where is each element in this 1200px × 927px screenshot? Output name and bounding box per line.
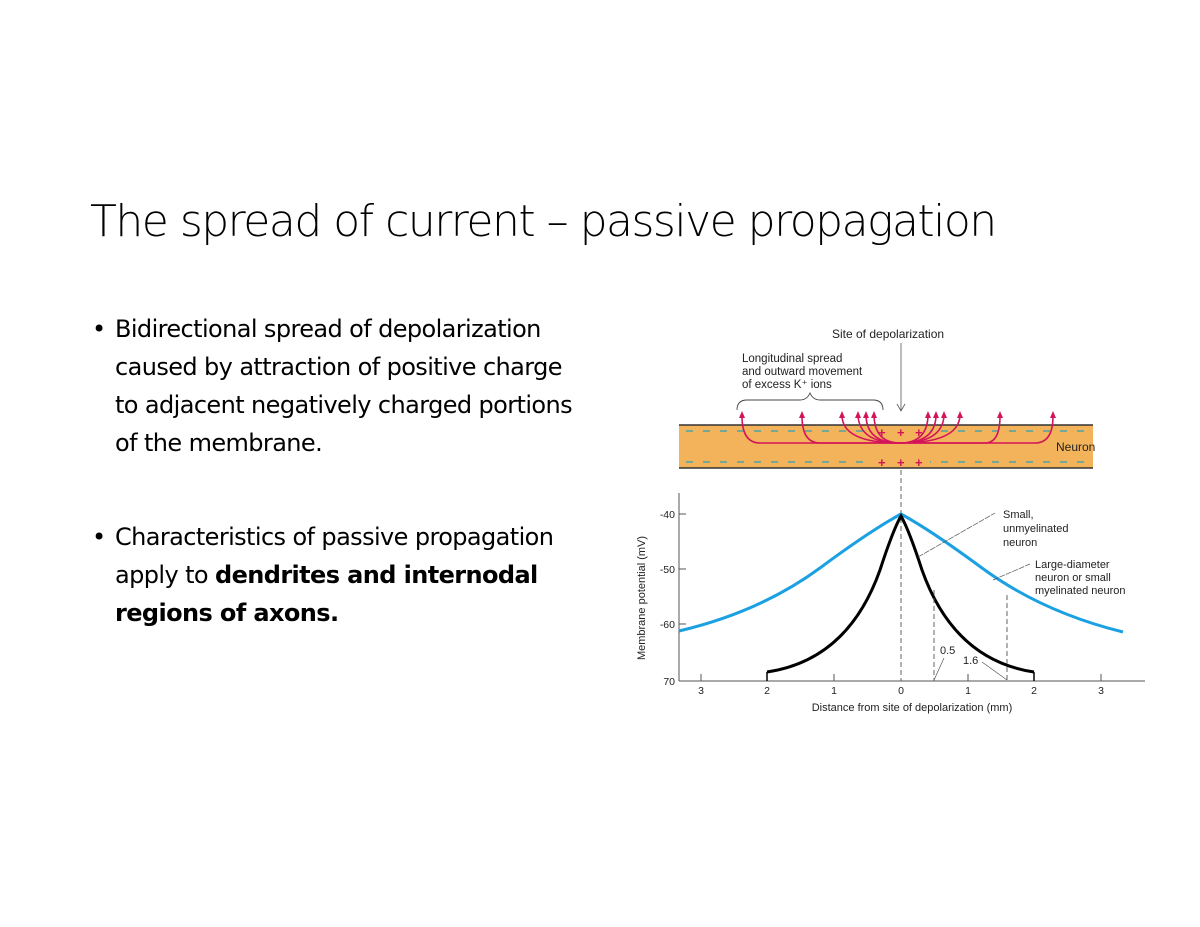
svg-text:+: + <box>897 425 905 440</box>
svg-text:+: + <box>897 455 905 470</box>
marker-0-5-leader <box>933 657 945 681</box>
slide-title: The spread of current – passive propagat… <box>90 196 997 247</box>
site-of-depolarization-label: Site of depolarization <box>832 327 944 341</box>
neuron-label: Neuron <box>1056 440 1095 454</box>
bullet-list: Bidirectional spread of depolarization c… <box>92 310 573 688</box>
site-arrow-head <box>896 403 906 412</box>
svg-text:3: 3 <box>698 685 704 697</box>
bullet-bold-text: dendrites and internodal regions of axon… <box>115 561 538 627</box>
x-axis-label: Distance from site of depolarization (mm… <box>812 702 1013 714</box>
arrow-heads <box>739 411 1056 418</box>
svg-text:+: + <box>915 425 923 440</box>
brace-icon <box>736 391 884 411</box>
y-ticks <box>679 513 686 625</box>
annotation-1-6: 1.6 <box>963 655 978 667</box>
charge-gap-bottom <box>872 459 930 465</box>
y-tick-labels: -40 -50 -60 70 <box>660 509 675 688</box>
bullet-item-characteristics: Characteristics of passive propagation a… <box>92 518 572 632</box>
x-tick-labels: 3 2 1 0 1 2 3 <box>698 685 1104 697</box>
svg-text:-50: -50 <box>660 564 675 576</box>
passive-propagation-figure: Site of depolarization Longitudinal spre… <box>600 300 1180 730</box>
bullet-item-bidirectional: Bidirectional spread of depolarization c… <box>92 310 573 462</box>
svg-text:+: + <box>915 455 923 470</box>
svg-text:+: + <box>878 455 886 470</box>
y-axis-label: Membrane potential (mV) <box>636 536 648 660</box>
bullet-text: Bidirectional spread of depolarization c… <box>115 315 573 457</box>
svg-text:70: 70 <box>663 676 675 688</box>
small-neuron-label: Small, unmyelinated neuron <box>1003 509 1072 549</box>
svg-text:1: 1 <box>831 685 837 697</box>
svg-text:2: 2 <box>1031 685 1037 697</box>
marker-1-6-leader <box>981 661 1008 681</box>
svg-text:+: + <box>878 425 886 440</box>
svg-text:-40: -40 <box>660 509 675 521</box>
svg-text:0: 0 <box>898 685 904 697</box>
current-arrows <box>741 415 1054 444</box>
small-neuron-curve <box>766 512 1035 674</box>
spread-label: Longitudinal spread and outward movement… <box>742 353 865 391</box>
annotation-0-5: 0.5 <box>940 645 955 657</box>
svg-text:1: 1 <box>965 685 971 697</box>
large-neuron-label: Large-diameter neuron or small myelinate… <box>1035 559 1126 597</box>
positive-charges: + + + + + + <box>878 425 923 470</box>
svg-text:3: 3 <box>1098 685 1104 697</box>
bullet-text: Characteristics of passive propagation a… <box>115 523 554 589</box>
charge-gap-top <box>872 428 930 434</box>
svg-text:2: 2 <box>764 685 770 697</box>
large-neuron-leader <box>992 563 1031 581</box>
small-neuron-leader <box>917 512 996 558</box>
svg-text:-60: -60 <box>660 619 675 631</box>
